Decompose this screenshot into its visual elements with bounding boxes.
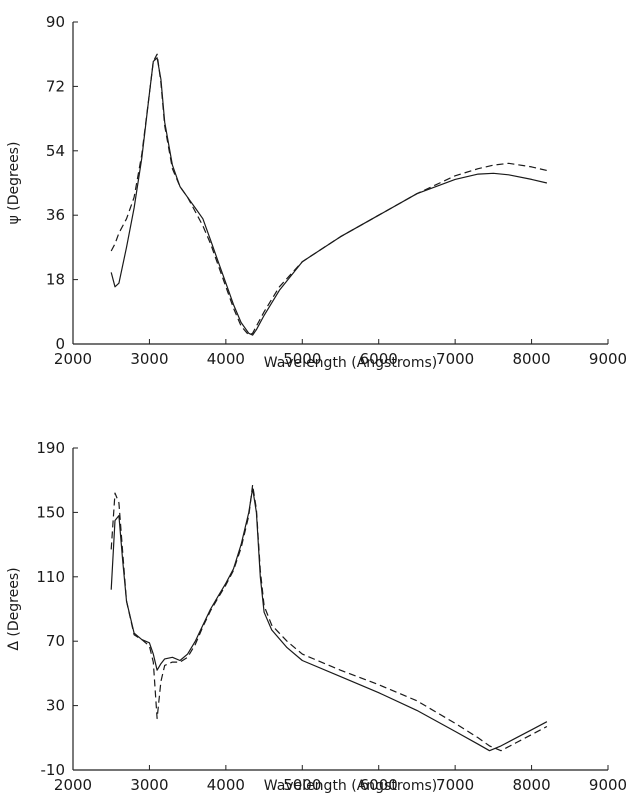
delta-chart: 2000 3000 4000 5000 6000 7000 8000 9000 -10 30 70 1… — [6, 439, 627, 794]
y-axis-title: Δ (Degrees) — [6, 567, 22, 650]
x-tick-label: 5000 — [283, 350, 321, 368]
x-tick-label: 9000 — [589, 776, 627, 794]
x-tick-label: 8000 — [512, 776, 550, 794]
solid-series-line — [110, 487, 548, 752]
y-tick-label: 0 — [55, 335, 65, 353]
x-axis-title: Wavelength (Angstroms) — [264, 778, 438, 794]
x-tick-label: 4000 — [207, 350, 245, 368]
y-tick-label: 54 — [46, 142, 65, 160]
x-tick-label: 4000 — [207, 776, 245, 794]
x-tick-label: 2000 — [54, 350, 92, 368]
x-tick-label: 3000 — [130, 776, 168, 794]
solid-series-line — [110, 57, 548, 336]
dashed-series-line — [110, 53, 548, 336]
x-tick-label: 3000 — [130, 350, 168, 368]
y-tick-label: 190 — [36, 439, 65, 457]
y-tick-label: 110 — [36, 568, 65, 586]
y-tick-label: 36 — [46, 206, 65, 224]
y-tick-label: 30 — [46, 697, 65, 715]
y-tick-label: 150 — [36, 503, 65, 521]
x-tick-label: 2000 — [54, 776, 92, 794]
y-tick-label: 72 — [46, 77, 65, 95]
y-tick-label: -10 — [41, 761, 66, 779]
dashed-series-line — [110, 484, 548, 752]
x-axis-title: Wavelength (Angstroms) — [264, 355, 438, 371]
x-tick-label: 5000 — [283, 776, 321, 794]
y-axis-title: ψ (Degrees) — [6, 142, 22, 225]
y-tick-label: 70 — [46, 632, 65, 650]
y-tick-label: 18 — [46, 271, 65, 289]
x-tick-label: 6000 — [360, 350, 398, 368]
x-tick-label: 9000 — [589, 350, 627, 368]
x-tick-label: 8000 — [512, 350, 550, 368]
y-tick-label: 90 — [46, 13, 65, 31]
x-tick-label: 7000 — [436, 776, 474, 794]
x-tick-label: 7000 — [436, 350, 474, 368]
x-tick-label: 6000 — [360, 776, 398, 794]
psi-chart: 2000 3000 4000 5000 6000 7000 8000 9000 0 18 36 54 7… — [6, 13, 627, 371]
